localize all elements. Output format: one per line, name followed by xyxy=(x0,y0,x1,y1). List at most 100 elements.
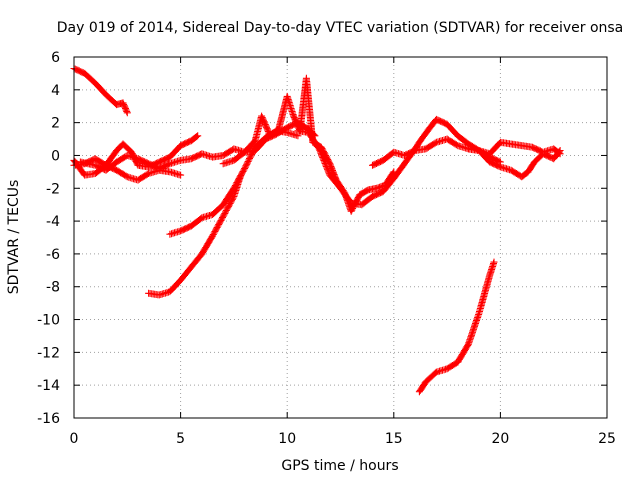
data-point xyxy=(457,145,459,147)
data-point xyxy=(158,161,160,163)
series-arc-11 xyxy=(415,258,498,396)
data-point xyxy=(190,140,192,142)
data-point xyxy=(148,163,150,165)
data-point xyxy=(126,112,128,114)
axis-ticks xyxy=(73,56,608,419)
data-point xyxy=(244,151,246,153)
data-point xyxy=(180,145,182,147)
data-point xyxy=(493,261,495,263)
data-point xyxy=(371,195,374,198)
x-tick-label: 5 xyxy=(176,431,185,447)
data-point xyxy=(499,166,501,168)
data-point xyxy=(329,163,331,165)
data-point xyxy=(84,72,86,74)
data-point xyxy=(361,204,363,206)
data-point xyxy=(467,143,469,145)
data-point xyxy=(197,135,199,137)
x-tick-label: 15 xyxy=(385,431,403,447)
data-point xyxy=(122,143,124,145)
data-point xyxy=(305,77,307,79)
data-point xyxy=(350,210,352,212)
data-point xyxy=(553,158,555,160)
data-point xyxy=(457,361,459,363)
data-point xyxy=(212,156,214,158)
data-point xyxy=(297,135,299,137)
data-point xyxy=(393,151,395,153)
data-point xyxy=(116,104,118,106)
y-tick-label: -8 xyxy=(46,280,60,296)
data-point xyxy=(158,294,160,296)
data-point xyxy=(148,292,150,294)
data-point xyxy=(254,146,256,148)
y-tick-label: -10 xyxy=(37,313,60,329)
data-point xyxy=(559,149,561,152)
data-point xyxy=(467,343,469,345)
data-point xyxy=(489,161,491,163)
data-point xyxy=(222,215,224,217)
data-point xyxy=(510,143,512,145)
data-point xyxy=(180,279,182,281)
data-point xyxy=(553,148,555,150)
series-marks xyxy=(70,65,131,117)
y-tick-label: 4 xyxy=(51,83,60,99)
data-point xyxy=(510,169,512,171)
series-arc-8 xyxy=(294,115,504,209)
y-tick-label: -6 xyxy=(46,247,60,263)
data-point xyxy=(420,138,423,140)
y-tick-label: -14 xyxy=(37,378,60,394)
x-tick-label: 0 xyxy=(70,431,79,447)
data-point xyxy=(371,164,374,166)
data-point xyxy=(137,179,139,181)
y-tick-label: 2 xyxy=(51,116,60,132)
data-point xyxy=(180,174,182,176)
data-point xyxy=(254,140,256,142)
data-point xyxy=(169,291,171,293)
x-tick-label: 10 xyxy=(278,431,296,447)
data-point xyxy=(105,169,107,171)
data-point xyxy=(478,149,480,152)
data-point xyxy=(446,368,448,370)
data-point xyxy=(94,82,96,84)
series-arc-10 xyxy=(464,145,564,181)
data-point xyxy=(542,153,544,155)
data-point xyxy=(533,161,536,163)
data-point xyxy=(180,230,182,232)
data-point xyxy=(190,158,192,160)
grid xyxy=(74,57,607,418)
data-point xyxy=(233,187,235,189)
x-tick-label: 25 xyxy=(598,431,616,447)
data-point xyxy=(350,202,352,204)
data-point xyxy=(425,381,427,383)
data-point xyxy=(297,130,299,132)
data-point xyxy=(489,153,491,155)
x-axis-label: GPS time / hours xyxy=(281,458,398,474)
data-point xyxy=(79,161,81,163)
data-point xyxy=(403,163,406,165)
data-point xyxy=(190,266,192,268)
data-point xyxy=(122,102,124,104)
data-point xyxy=(116,161,118,163)
series-marks xyxy=(415,258,498,396)
data-point xyxy=(94,172,96,175)
data-point xyxy=(329,174,331,176)
data-point xyxy=(131,151,133,153)
data-point xyxy=(212,235,214,237)
y-tick-label: -12 xyxy=(37,345,60,361)
data-point xyxy=(286,95,288,97)
data-point xyxy=(169,171,171,173)
data-point xyxy=(446,123,448,125)
y-tick-label: -2 xyxy=(46,181,60,197)
data-point xyxy=(201,153,203,155)
series-marks xyxy=(294,115,504,209)
data-point xyxy=(180,159,182,161)
data-point xyxy=(499,141,501,143)
x-tick-labels: 0 5 10 15 20 25 xyxy=(70,431,616,447)
data-point xyxy=(293,115,295,117)
data-point xyxy=(393,177,395,179)
data-point xyxy=(105,94,107,96)
data-point xyxy=(105,164,107,166)
data-point xyxy=(84,174,86,176)
data-point xyxy=(126,176,128,178)
data-point xyxy=(527,171,529,173)
x-tick-label: 20 xyxy=(491,431,509,447)
